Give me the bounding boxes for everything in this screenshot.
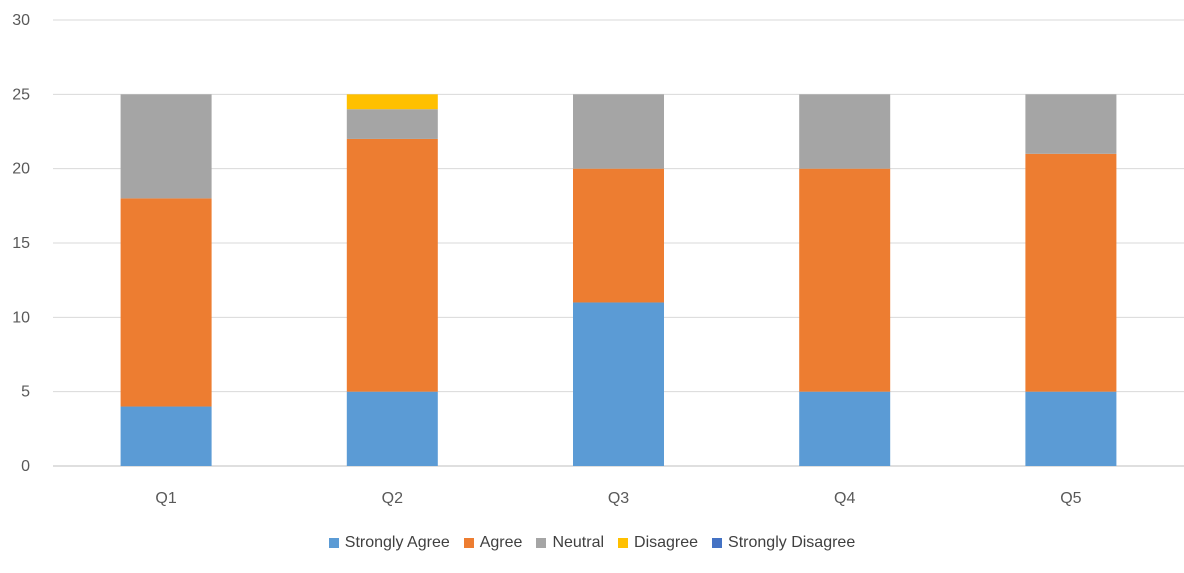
bar-segment: [799, 168, 891, 392]
bar-segment: [573, 302, 664, 466]
x-tick-label: Q1: [155, 490, 176, 507]
bar-segment: [1025, 153, 1117, 392]
legend-swatch: [328, 538, 339, 548]
legend-swatch: [536, 538, 547, 548]
bar-segment: [120, 94, 212, 199]
legend-label: Strongly Disagree: [728, 534, 856, 551]
x-tick-label: Q5: [1060, 490, 1081, 507]
bar-segment: [799, 391, 891, 466]
legend-item: Disagree: [618, 534, 698, 552]
legend-label: Agree: [479, 534, 523, 551]
y-tick-label: 25: [12, 86, 30, 103]
bar-segment: [573, 168, 664, 303]
bar-segment: [573, 94, 664, 169]
y-tick-label: 20: [12, 161, 30, 178]
bar-segment: [1025, 391, 1117, 466]
legend-item: Agree: [463, 534, 523, 552]
legend-item: Strongly Agree: [328, 534, 450, 552]
bar-segment: [799, 94, 891, 169]
bar-segment: [346, 391, 438, 466]
bar-segment: [120, 198, 212, 407]
bar-segment: [346, 109, 438, 139]
x-tick-label: Q2: [382, 490, 403, 507]
legend-label: Strongly Agree: [344, 534, 450, 551]
y-tick-label: 10: [12, 309, 30, 326]
legend-item: Strongly Disagree: [712, 534, 855, 552]
legend-item: Neutral: [536, 534, 604, 552]
y-tick-label: 5: [21, 384, 30, 401]
bar-segment: [1025, 94, 1117, 154]
legend-swatch: [463, 538, 474, 548]
chart-legend: Strongly Agree Agree Neutral Disagree Strong…: [0, 534, 1184, 552]
legend-swatch: [618, 538, 629, 548]
x-tick-label: Q4: [834, 490, 855, 507]
bar-segment: [120, 406, 212, 466]
legend-label: Disagree: [634, 534, 699, 551]
y-tick-label: 0: [21, 458, 30, 475]
x-tick-label: Q3: [608, 490, 629, 507]
bar-segment: [346, 138, 438, 392]
legend-label: Neutral: [552, 534, 605, 551]
bar-segment: [346, 94, 438, 110]
y-tick-label: 30: [12, 12, 30, 29]
y-tick-label: 15: [12, 235, 30, 252]
legend-swatch: [712, 538, 723, 548]
